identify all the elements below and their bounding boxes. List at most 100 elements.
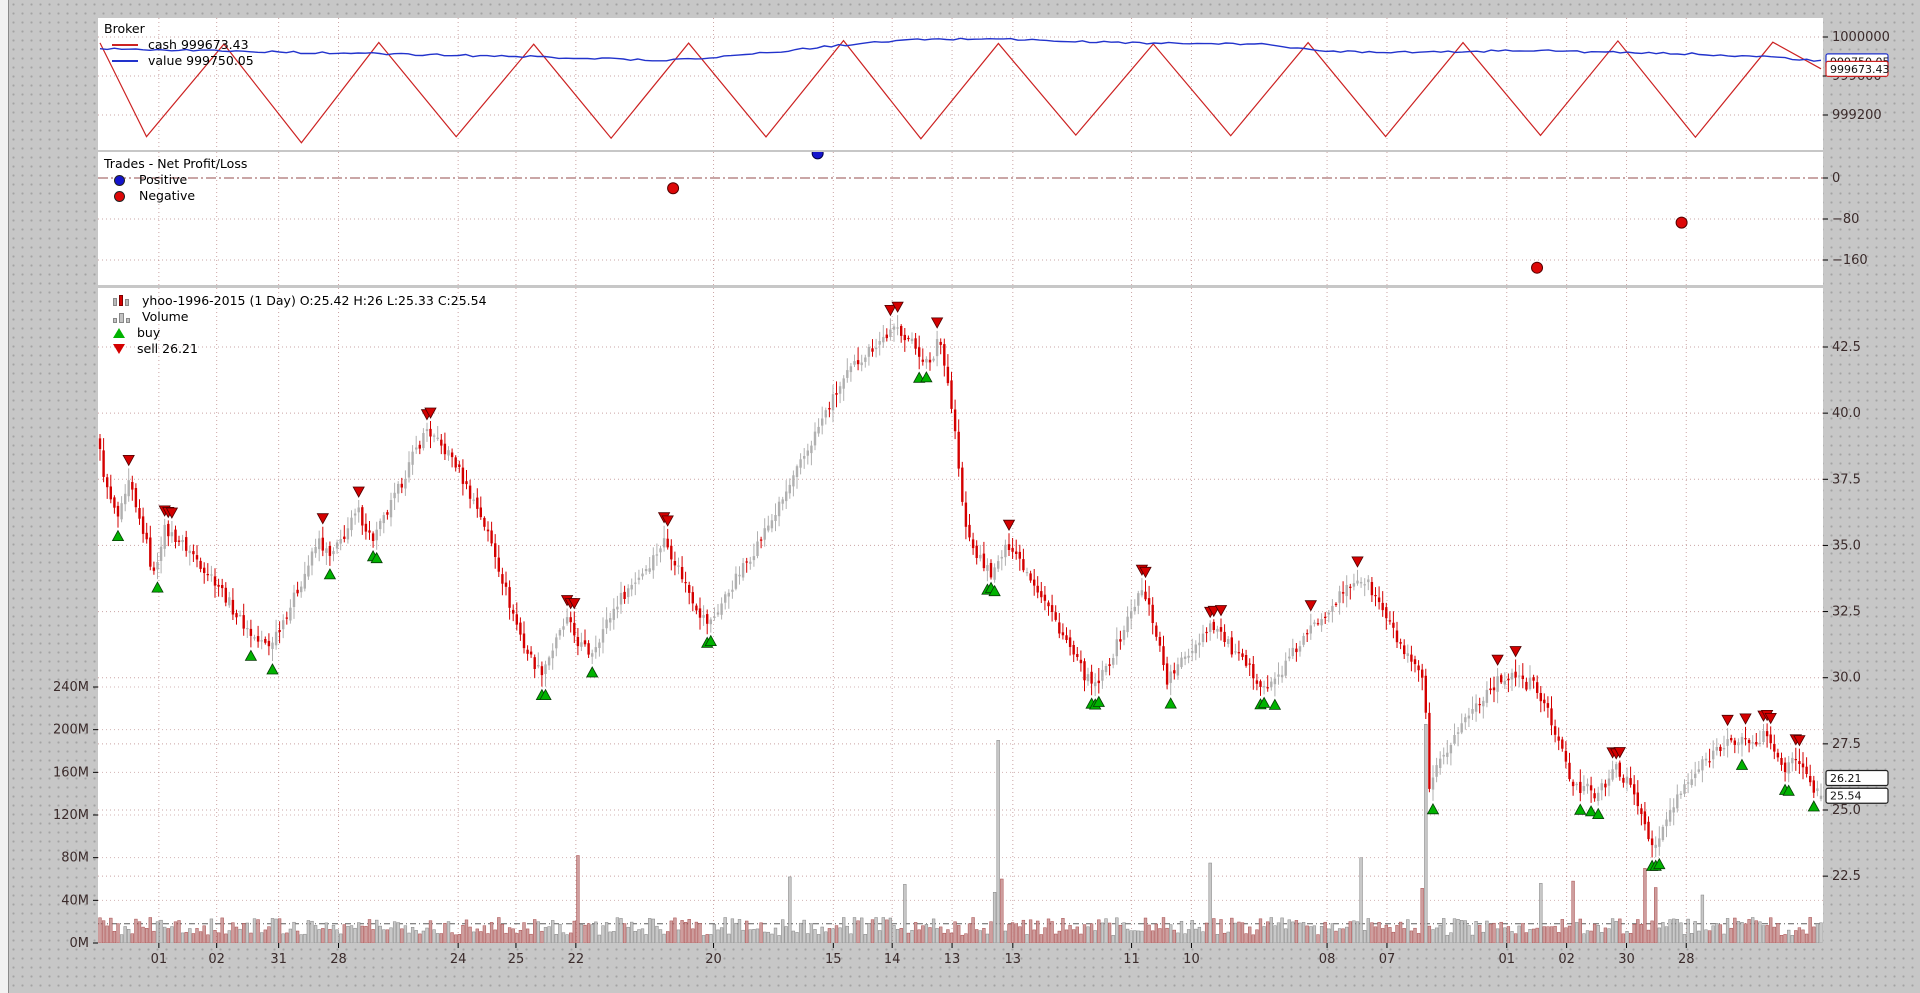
svg-text:13: 13	[944, 952, 961, 967]
trade-dot-negative	[1531, 261, 1544, 274]
buy-marker	[1735, 758, 1749, 770]
sell-marker	[122, 454, 135, 467]
down-candle-wicks	[99, 324, 1815, 858]
svg-text:0M: 0M	[70, 936, 90, 951]
buy-marker	[323, 568, 337, 580]
buy-marker	[1426, 802, 1440, 815]
svg-text:25.54: 25.54	[1830, 790, 1862, 803]
axis-value-tag: 999673.43	[1825, 60, 1890, 77]
sell-marker	[930, 317, 944, 329]
value-line-icon	[112, 60, 138, 62]
positive-dot-icon	[114, 174, 125, 186]
svg-text:30.0: 30.0	[1832, 671, 1861, 686]
window-edge-strip	[0, 0, 9, 993]
svg-text:80M: 80M	[61, 851, 89, 866]
sell-marker	[1739, 713, 1752, 725]
sell-marker	[1721, 714, 1734, 727]
buy-marker	[244, 649, 258, 661]
legend-item-buy: buy	[104, 325, 487, 341]
sell-marker	[165, 507, 179, 519]
sell-marker	[424, 407, 437, 419]
sell-marker	[661, 515, 674, 527]
sell-marker	[1139, 566, 1152, 579]
buy-marker	[988, 584, 1001, 597]
buy-legend-label: buy	[137, 325, 161, 340]
svg-text:01: 01	[1498, 952, 1515, 967]
sell-marker	[1613, 747, 1626, 759]
buy-marker	[920, 371, 933, 383]
buy-marker	[266, 663, 279, 675]
legend-item-volume: Volume	[104, 309, 487, 325]
buy-marker	[1782, 784, 1795, 796]
sell-marker	[1509, 646, 1522, 658]
trade-dot-negative	[1675, 216, 1688, 229]
sell-marker	[1793, 735, 1806, 747]
svg-text:42.5: 42.5	[1832, 340, 1861, 355]
svg-text:1000000: 1000000	[1832, 30, 1890, 45]
svg-text:120M: 120M	[53, 808, 89, 823]
broker-legend: Broker cash 999673.43 value 999750.05	[104, 21, 254, 69]
sell-marker	[1491, 654, 1504, 666]
svg-text:31: 31	[270, 952, 287, 967]
sell-marker	[1002, 519, 1016, 532]
svg-text:28: 28	[330, 952, 347, 967]
svg-text:−80: −80	[1832, 212, 1859, 227]
sell-marker	[1351, 556, 1364, 568]
legend-item-positive: Positive	[104, 172, 247, 188]
svg-text:24: 24	[450, 952, 467, 967]
trades-panel[interactable]	[98, 152, 1823, 285]
svg-text:160M: 160M	[53, 765, 89, 780]
legend-item-cash: cash 999673.43	[104, 37, 254, 53]
svg-text:15: 15	[825, 952, 842, 967]
svg-text:32.5: 32.5	[1832, 605, 1861, 620]
buy-marker	[151, 581, 164, 593]
sell-marker	[884, 304, 897, 317]
buy-marker	[111, 529, 125, 541]
buy-marker	[1574, 803, 1587, 815]
svg-text:240M: 240M	[53, 680, 89, 695]
svg-text:22.5: 22.5	[1832, 869, 1861, 884]
candlestick-icon	[112, 295, 132, 307]
buy-marker	[1653, 857, 1666, 870]
value-series-line	[99, 37, 1822, 62]
svg-text:22: 22	[568, 952, 585, 967]
broker-panel[interactable]	[98, 18, 1823, 150]
svg-text:30: 30	[1618, 952, 1635, 967]
legend-item-negative: Negative	[104, 188, 247, 204]
sell-marker	[1207, 605, 1220, 618]
trade-dot-negative	[667, 182, 680, 195]
sell-triangle-icon	[113, 344, 125, 354]
svg-text:25: 25	[508, 952, 525, 967]
sell-marker	[891, 301, 904, 313]
trades-legend: Trades - Net Profit/Loss Positive Negati…	[104, 156, 247, 204]
svg-text:35.0: 35.0	[1832, 538, 1861, 553]
negative-dot-icon	[114, 190, 125, 202]
svg-text:28: 28	[1678, 952, 1695, 967]
volume-legend-label: Volume	[142, 309, 189, 324]
svg-text:10: 10	[1183, 952, 1200, 967]
svg-text:0: 0	[1832, 171, 1840, 186]
data-series-legend-label: yhoo-1996-2015 (1 Day) O:25.42 H:26 L:25…	[142, 293, 487, 308]
svg-text:200M: 200M	[53, 723, 89, 738]
legend-item-sell: sell 26.21	[104, 341, 487, 357]
svg-text:40M: 40M	[61, 893, 89, 908]
cash-line-icon	[112, 44, 138, 46]
buy-marker	[1592, 807, 1605, 819]
sell-marker	[568, 598, 581, 610]
svg-text:14: 14	[884, 952, 901, 967]
sell-marker	[316, 513, 329, 525]
svg-text:999673.43: 999673.43	[1830, 63, 1890, 76]
legend-item-value: value 999750.05	[104, 53, 254, 69]
svg-text:20: 20	[705, 952, 722, 967]
buy-marker	[370, 551, 383, 564]
trade-dot-positive	[811, 152, 824, 160]
buy-marker	[1092, 695, 1105, 707]
svg-text:40.0: 40.0	[1832, 406, 1861, 421]
value-legend-label: value 999750.05	[148, 53, 254, 68]
buy-marker	[704, 634, 717, 646]
svg-text:26.21: 26.21	[1830, 772, 1862, 785]
buy-triangle-icon	[113, 328, 125, 338]
sell-marker	[352, 486, 365, 498]
main-panel[interactable]	[98, 288, 1823, 943]
